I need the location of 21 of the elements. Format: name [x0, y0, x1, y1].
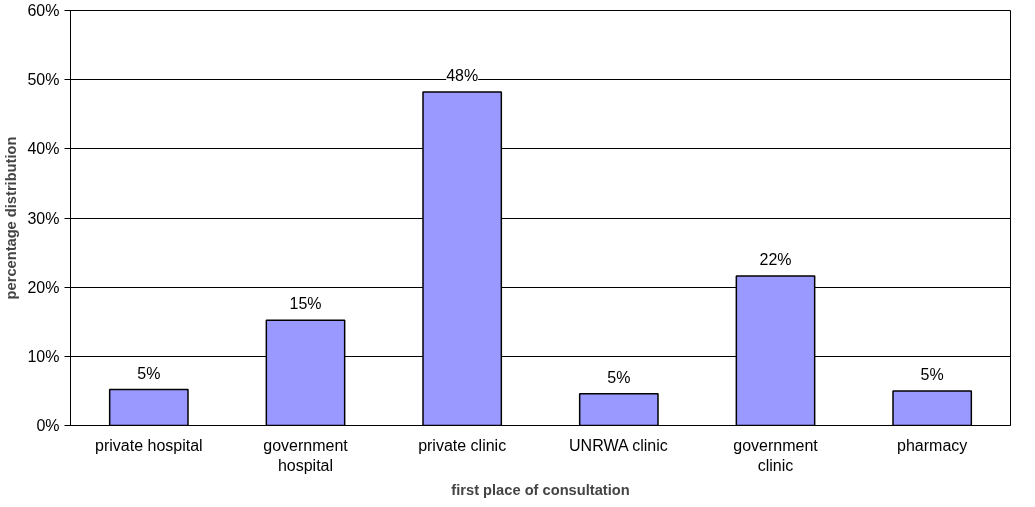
x-tick-label: private hospital — [95, 436, 203, 454]
x-tick-label: government hospital — [263, 436, 349, 474]
y-tick-label: 40% — [27, 140, 60, 158]
y-tick-label: 60% — [27, 2, 60, 19]
data-label: 22% — [759, 251, 792, 269]
x-tick-label: government clinic — [733, 436, 819, 474]
data-label: 48% — [446, 67, 479, 85]
x-tick-label: private clinic — [418, 436, 507, 454]
data-label: 5% — [607, 368, 631, 386]
data-label: 5% — [137, 364, 161, 382]
data-label: 15% — [289, 295, 322, 313]
y-axis-title: percentage distribution — [3, 136, 20, 300]
y-tick-label: 30% — [27, 209, 60, 227]
y-tick-label: 50% — [27, 71, 60, 89]
data-label: 5% — [920, 365, 944, 383]
x-tick-label: UNRWA clinic — [569, 436, 668, 454]
y-tick-label: 20% — [27, 278, 60, 296]
y-tick-label: 0% — [36, 417, 60, 434]
y-tick-label: 10% — [27, 347, 60, 365]
x-tick-label: pharmacy — [897, 436, 968, 454]
x-axis-title: first place of consultation — [451, 481, 630, 498]
